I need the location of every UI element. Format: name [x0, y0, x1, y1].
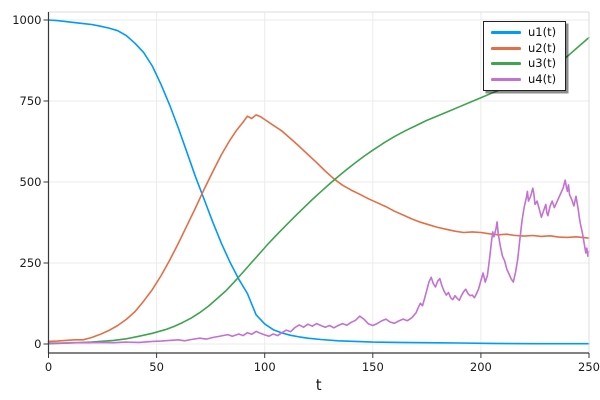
legend-line-swatch [491, 46, 521, 50]
x-tick-label: 100 [254, 360, 276, 374]
series-line-1 [47, 19, 590, 345]
y-tick-label: 0 [34, 337, 41, 351]
y-tick-label: 1000 [12, 13, 41, 27]
x-tick-label: 250 [578, 360, 600, 374]
legend-entry-3: u3(t) [491, 57, 556, 71]
legend-entry-label: u1(t) [528, 25, 557, 40]
legend-line-swatch [491, 62, 521, 66]
legend-box: u1(t) u2(t) u3(t) u4(t) [483, 21, 567, 91]
x-tick-label: 150 [362, 360, 384, 374]
series-line-2 [47, 114, 590, 343]
legend-entry-2: u2(t) [491, 40, 557, 56]
y-tick-label: 750 [20, 94, 42, 108]
x-axis-label: t [316, 376, 322, 394]
y-tick-label: 250 [20, 256, 42, 270]
legend-line-swatch [491, 77, 521, 81]
legend-entry-4: u4(t) [491, 71, 557, 87]
y-tick-label: 500 [20, 175, 42, 189]
legend-entry-label: u4(t) [528, 71, 557, 86]
axis-ticks [43, 19, 590, 358]
legend-entry-1: u1(t) [491, 26, 556, 40]
tick-labels: 0 50 100 150 200 250 0 250 500 750 1000 [12, 13, 600, 374]
x-tick-label: 0 [45, 360, 52, 374]
x-tick-label: 200 [470, 360, 492, 374]
series-line-4 [47, 179, 590, 344]
legend-entry-label: u3(t) [528, 56, 557, 71]
x-tick-label: 50 [149, 360, 164, 374]
legend-entry-label: u2(t) [528, 40, 557, 55]
legend-line-swatch [491, 31, 521, 35]
